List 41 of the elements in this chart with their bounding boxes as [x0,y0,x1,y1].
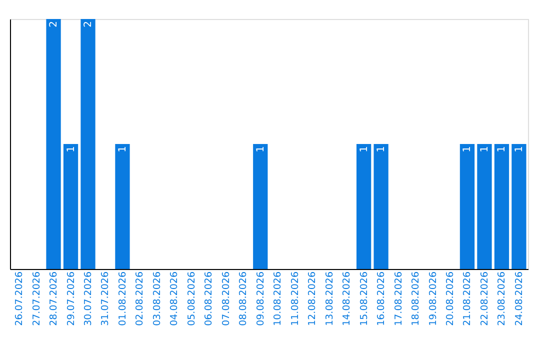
x-tick-label: 10.08.2026 [272,272,284,326]
x-tick-label: 04.08.2026 [169,272,180,326]
x-tick-label: 07.08.2026 [220,272,232,326]
data-label: 1 [255,146,266,152]
x-tick-label: 17.08.2026 [393,272,404,326]
data-label: 2 [83,21,94,28]
data-label: 1 [462,146,474,152]
x-tick-label: 18.08.2026 [410,272,422,326]
data-label: 1 [496,146,508,152]
x-tick-label: 13.08.2026 [324,272,336,326]
x-tick-label: 11.08.2026 [290,272,301,326]
x-tick-label: 05.08.2026 [186,272,198,326]
x-tick-label: 27.07.2026 [31,272,42,326]
x-tick-label: 02.08.2026 [134,272,146,326]
x-tick-label: 15.08.2026 [358,272,370,326]
x-tick-label: 01.08.2026 [117,272,128,326]
data-label: 1 [479,146,490,152]
x-tick-label: 20.08.2026 [445,272,456,326]
x-tick-label: 14.08.2026 [342,272,353,326]
x-tick-label: 08.08.2026 [238,272,250,326]
x-tick-label: 12.08.2026 [307,272,318,326]
x-tick-label: 23.08.2026 [496,272,508,326]
x-tick-label: 31.07.2026 [100,272,112,326]
x-tick-label: 06.08.2026 [204,272,215,326]
data-label: 1 [514,146,525,152]
x-tick-label: 16.08.2026 [376,272,388,326]
data-label: 2 [48,21,60,28]
x-tick-label: 30.07.2026 [83,272,94,326]
data-label: 1 [117,146,128,152]
x-tick-label: 21.08.2026 [462,272,474,326]
x-tick-label: 26.07.2026 [14,272,26,326]
x-tick-label: 29.07.2026 [66,272,77,326]
data-label: 1 [376,146,388,152]
x-tick-label: 24.08.2026 [514,272,525,326]
x-tick-label: 03.08.2026 [152,272,163,326]
x-tick-label: 22.08.2026 [479,272,490,326]
data-label: 1 [358,146,370,152]
x-tick-label: 09.08.2026 [255,272,266,326]
x-tick-label: 19.08.2026 [428,272,439,326]
data-label: 1 [66,146,77,152]
x-tick-label: 28.07.2026 [48,272,60,326]
